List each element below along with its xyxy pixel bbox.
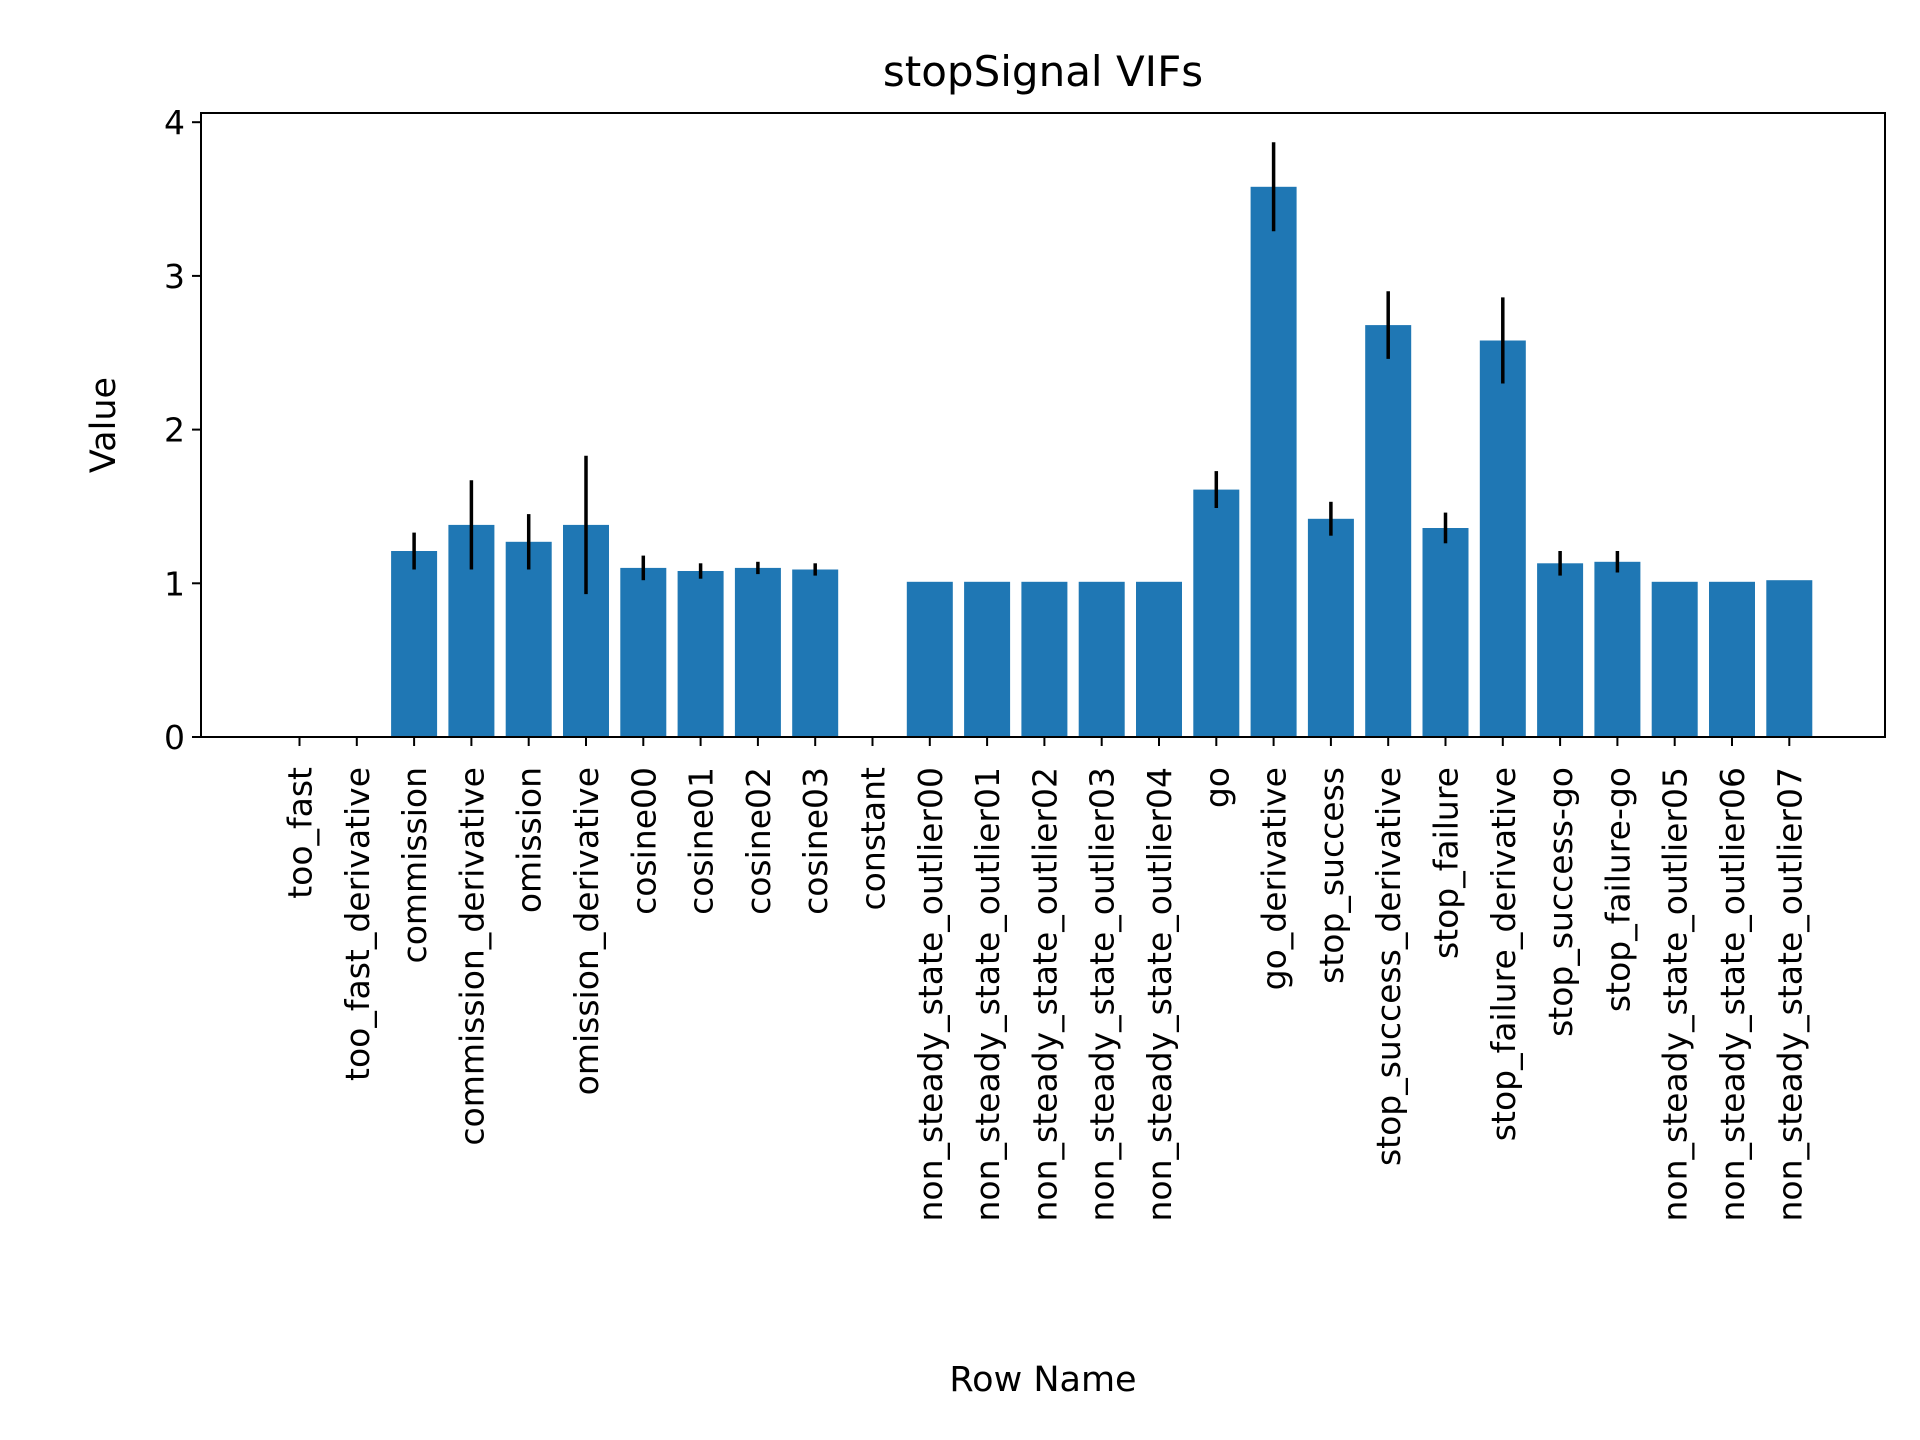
y-tick-label-1: 1 bbox=[164, 564, 185, 603]
x-tick-label-omission: omission bbox=[510, 767, 549, 913]
x-axis-title: Row Name bbox=[949, 1360, 1136, 1400]
x-tick-label-non_steady_state_outlier03: non_steady_state_outlier03 bbox=[1083, 767, 1122, 1222]
bar-go_derivative bbox=[1250, 186, 1297, 738]
bar-stop_failure-go bbox=[1594, 561, 1641, 737]
bar-non_steady_state_outlier00 bbox=[906, 581, 953, 737]
x-tick-label-cosine03: cosine03 bbox=[796, 767, 835, 915]
x-tick-label-non_steady_state_outlier00: non_steady_state_outlier00 bbox=[911, 767, 950, 1222]
bar-omission bbox=[505, 541, 552, 737]
y-tick-label-2: 2 bbox=[164, 411, 185, 450]
bar-non_steady_state_outlier07 bbox=[1766, 580, 1813, 737]
x-tick-label-stop_success_derivative: stop_success_derivative bbox=[1369, 767, 1408, 1166]
y-tick-label-0: 0 bbox=[164, 718, 185, 757]
x-tick-label-non_steady_state_outlier04: non_steady_state_outlier04 bbox=[1140, 767, 1179, 1222]
x-tick-label-commission_derivative: commission_derivative bbox=[452, 767, 491, 1146]
bar-cosine00 bbox=[620, 567, 667, 737]
bar-non_steady_state_outlier06 bbox=[1709, 581, 1755, 737]
error-bars-group bbox=[412, 142, 1620, 595]
x-tick-label-go: go bbox=[1197, 767, 1236, 808]
bar-non_steady_state_outlier01 bbox=[964, 581, 1011, 737]
x-axis: too_fast too_fast_derivative commission com… bbox=[281, 737, 1809, 1222]
x-tick-label-cosine02: cosine02 bbox=[739, 767, 778, 915]
x-tick-label-too_fast: too_fast bbox=[281, 767, 320, 899]
bars-group bbox=[391, 186, 1813, 738]
x-tick-label-non_steady_state_outlier02: non_steady_state_outlier02 bbox=[1025, 767, 1064, 1222]
x-tick-label-non_steady_state_outlier06: non_steady_state_outlier06 bbox=[1713, 767, 1752, 1222]
bar-stop_success-go bbox=[1537, 563, 1584, 737]
x-tick-label-commission: commission bbox=[395, 767, 434, 963]
bar-stop_success_derivative bbox=[1365, 325, 1412, 737]
y-axis: 0 1 2 3 4 bbox=[164, 103, 201, 757]
x-tick-label-go_derivative: go_derivative bbox=[1255, 767, 1294, 990]
x-tick-label-non_steady_state_outlier01: non_steady_state_outlier01 bbox=[968, 767, 1007, 1222]
x-tick-label-omission_derivative: omission_derivative bbox=[567, 767, 606, 1095]
x-tick-label-stop_failure_derivative: stop_failure_derivative bbox=[1484, 767, 1523, 1141]
bar-stop_failure_derivative bbox=[1479, 340, 1526, 737]
x-tick-label-stop_failure-go: stop_failure-go bbox=[1598, 767, 1637, 1012]
bar-cosine01 bbox=[677, 571, 724, 737]
x-tick-label-stop_success-go: stop_success-go bbox=[1541, 767, 1580, 1037]
x-tick-label-cosine00: cosine00 bbox=[624, 767, 663, 915]
y-tick-label-3: 3 bbox=[164, 257, 185, 296]
bar-cosine02 bbox=[734, 567, 781, 737]
x-tick-label-too_fast_derivative: too_fast_derivative bbox=[338, 767, 377, 1081]
bar-non_steady_state_outlier05 bbox=[1651, 581, 1698, 737]
chart-title: stopSignal VIFs bbox=[883, 47, 1203, 96]
bar-non_steady_state_outlier02 bbox=[1021, 581, 1068, 737]
bar-go bbox=[1193, 489, 1240, 737]
x-tick-label-non_steady_state_outlier07: non_steady_state_outlier07 bbox=[1770, 767, 1809, 1222]
bar-non_steady_state_outlier04 bbox=[1136, 581, 1182, 737]
y-axis-title: Value bbox=[84, 377, 124, 473]
x-tick-label-constant: constant bbox=[854, 767, 893, 911]
plot-frame bbox=[200, 112, 1886, 738]
bar-cosine03 bbox=[792, 569, 839, 737]
x-tick-label-cosine01: cosine01 bbox=[682, 767, 721, 915]
bar-stop_failure bbox=[1422, 528, 1469, 737]
x-tick-label-stop_failure: stop_failure bbox=[1427, 767, 1466, 959]
y-tick-label-4: 4 bbox=[164, 103, 185, 142]
bar-stop_success bbox=[1307, 518, 1354, 737]
x-tick-label-stop_success: stop_success bbox=[1312, 767, 1351, 984]
bar-non_steady_state_outlier03 bbox=[1078, 581, 1125, 737]
x-tick-label-non_steady_state_outlier05: non_steady_state_outlier05 bbox=[1656, 767, 1695, 1222]
bar-commission bbox=[391, 551, 438, 737]
